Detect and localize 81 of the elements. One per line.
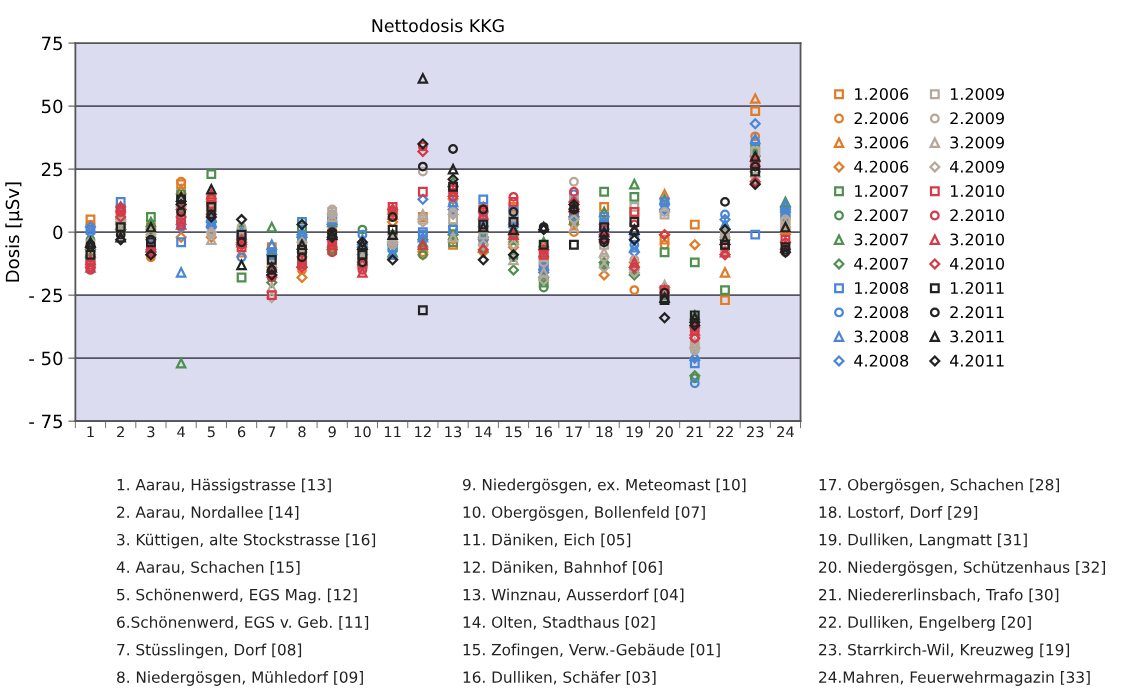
y-tick-label: 0: [53, 225, 63, 240]
text: 11. Däniken, Eich [05]: [463, 533, 631, 548]
text: 10. Obergösgen, Bollenfeld [07]: [463, 506, 705, 521]
x-tick-label: 23: [747, 426, 764, 438]
y-tick-label: 25: [41, 162, 62, 177]
text: 5. Schönenwerd, EGS Mag. [12]: [117, 588, 357, 604]
text: 9. Niedergösgen, ex. Meteomast [10]: [462, 478, 746, 494]
x-tick-label: 6: [237, 426, 246, 438]
legend-label: 1.2010: [950, 184, 1005, 198]
legend-label: 3.2011: [950, 330, 1004, 343]
legend-label: 1.2009: [950, 87, 1004, 101]
y-axis-title: Dosis [µSv]: [5, 182, 23, 282]
text: 1. Aarau, Hässigstrasse [13]: [117, 478, 331, 494]
x-tick-label: 21: [686, 426, 703, 438]
y-tick-label: - 25: [29, 288, 62, 303]
legend-label: 3.2007: [854, 233, 908, 246]
legend-label: 3.2009: [950, 136, 1004, 149]
x-tick-label: 11: [384, 426, 401, 438]
x-tick-label: 17: [566, 426, 582, 438]
text: 7. Stüsslingen, Dorf [08]: [117, 643, 302, 659]
text: 13. Winznau, Ausserdorf [04]: [463, 588, 684, 603]
legend-label: 1.2006: [855, 87, 909, 101]
chart-title: Nettodosis KKG: [372, 18, 504, 33]
text: 18. Lostorf, Dorf [29]: [819, 506, 978, 520]
y-tick-label: 50: [41, 99, 63, 114]
text: 15. Zofingen, Verw.-Gebäude [01]: [463, 643, 720, 659]
text: 16. Dulliken, Schäfer [03]: [463, 671, 656, 685]
text: 3. Küttigen, alte Stockstrasse [16]: [117, 533, 376, 549]
legend-label: 2.2010: [950, 209, 1005, 222]
legend-label: 4.2009: [949, 160, 1004, 173]
x-tick-label: 9: [328, 426, 336, 438]
text: 4. Aarau, Schachen [15]: [116, 561, 300, 575]
text: 8. Niedergösgen, Mühledorf [09]: [117, 671, 363, 686]
x-tick-label: 14: [475, 426, 492, 438]
x-tick-label: 16: [536, 426, 553, 438]
text: 24.Mahren, Feuerwehrmagazin [33]: [819, 671, 1090, 686]
legend-label: 3.2006: [854, 136, 909, 149]
legend-label: 3.2010: [950, 233, 1005, 246]
x-tick-label: 22: [716, 426, 733, 438]
x-tick-label: 19: [626, 426, 643, 438]
legend-label: 2.2006: [854, 112, 909, 125]
x-tick-label: 4: [177, 426, 185, 438]
legend-label: 2.2009: [950, 112, 1004, 125]
legend-label: 2.2011: [950, 306, 1004, 319]
legend-label: 1.2007: [855, 184, 908, 198]
x-tick-label: 5: [207, 426, 215, 438]
x-tick-label: 20: [656, 426, 673, 438]
x-tick-label: 1: [87, 426, 94, 438]
legend-label: 1.2008: [855, 281, 909, 295]
x-tick-label: 15: [505, 426, 522, 438]
x-tick-label: 24: [777, 426, 794, 438]
legend-label: 4.2011: [949, 354, 1004, 367]
text: 21. Niedererlinsbach, Trafo [30]: [819, 588, 1059, 603]
legend-label: 2.2008: [854, 306, 909, 319]
y-tick-label: - 50: [29, 351, 63, 366]
legend-label: 4.2007: [854, 257, 908, 270]
text: 14. Olten, Stadthaus [02]: [463, 616, 655, 630]
x-tick-label: 12: [415, 426, 431, 438]
legend-label: 4.2006: [854, 160, 909, 173]
x-tick-label: 7: [268, 426, 276, 438]
legend-label: 4.2010: [949, 257, 1005, 270]
legend-label: 3.2008: [854, 330, 909, 343]
legend-label: 4.2008: [854, 354, 909, 367]
x-tick-label: 13: [445, 426, 462, 438]
text: 12. Däniken, Bahnhof [06]: [463, 561, 662, 575]
y-tick-label: 75: [42, 36, 62, 51]
legend-label: 1.2011: [950, 281, 1004, 295]
text: 22. Dulliken, Engelberg [20]: [819, 616, 1031, 631]
text: 2. Aarau, Nordallee [14]: [117, 506, 299, 520]
text: 17. Obergösgen, Schachen [28]: [819, 478, 1059, 494]
y-tick-label: - 75: [29, 414, 62, 429]
legend-label: 2.2007: [854, 209, 908, 222]
text: 23. Starrkirch-Wil, Kreuzweg [19]: [819, 643, 1070, 659]
x-tick-label: 3: [147, 426, 155, 438]
x-tick-label: 8: [298, 426, 306, 438]
text: 19. Dulliken, Langmatt [31]: [819, 533, 1027, 549]
x-tick-label: 18: [596, 426, 613, 438]
text: 20. Niedergösgen, Schützenhaus [32]: [819, 561, 1105, 576]
text: 6.Schönenwerd, EGS v. Geb. [11]: [117, 616, 369, 630]
x-tick-label: 10: [354, 426, 371, 438]
x-tick-label: 2: [117, 426, 124, 438]
